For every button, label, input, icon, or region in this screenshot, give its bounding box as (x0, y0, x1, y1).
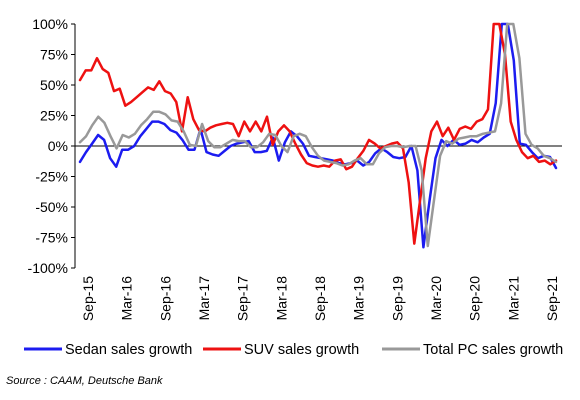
x-tick-label: Sep-15 (80, 276, 96, 321)
y-tick-label: 75% (40, 47, 68, 63)
y-tick-label: 50% (40, 77, 68, 93)
legend: Sedan sales growth SUV sales growth Total … (24, 342, 563, 358)
y-tick-label: -100% (28, 260, 68, 276)
y-tick-label: -75% (35, 230, 68, 246)
series-line-2 (78, 22, 558, 245)
legend-label: SUV sales growth (244, 342, 359, 358)
y-tick-label: -50% (35, 199, 68, 215)
legend-label: Total PC sales growth (423, 342, 563, 358)
x-tick-label: Sep-17 (235, 276, 251, 321)
x-tick-label: Sep-19 (389, 276, 405, 321)
x-tick-label: Sep-16 (157, 276, 173, 321)
series-line-3 (78, 22, 558, 248)
x-tick-label: Sep-21 (544, 276, 560, 321)
y-tick-label: 0% (48, 138, 68, 154)
source-note: Source : CAAM, Deutsche Bank (6, 375, 163, 387)
x-tick-label: Mar-18 (273, 276, 289, 321)
series-layer (78, 22, 558, 249)
legend-label: Sedan sales growth (65, 342, 192, 358)
axes: 100% 75% 50% 25% 0% -25% -50% -75% -100% Sep-15 Ma… (28, 16, 562, 321)
y-tick-label: -25% (35, 169, 68, 185)
x-tick-label: Mar-16 (119, 276, 135, 321)
x-tick-label: Sep-20 (467, 276, 483, 321)
y-tick-label: 25% (40, 108, 68, 124)
x-tick-label: Sep-18 (312, 276, 328, 321)
x-tick-label: Mar-19 (351, 276, 367, 321)
x-tick-label: Mar-21 (505, 276, 521, 321)
x-tick-label: Mar-17 (196, 276, 212, 321)
series-line-1 (78, 22, 558, 249)
x-tick-label: Mar-20 (428, 276, 444, 321)
y-tick-label: 100% (32, 16, 68, 32)
